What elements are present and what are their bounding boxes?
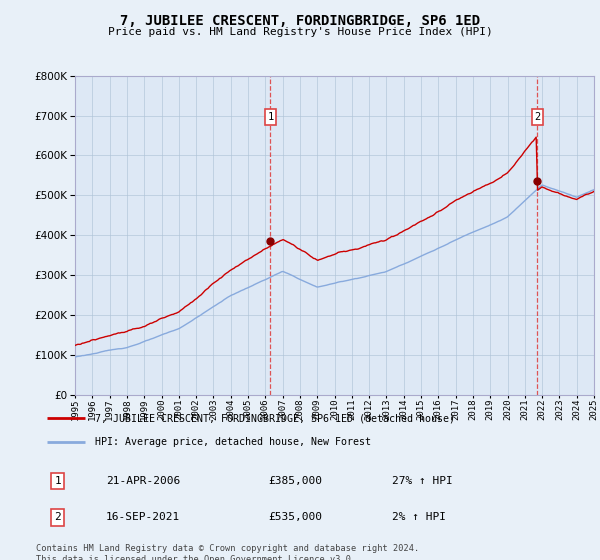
Text: Price paid vs. HM Land Registry's House Price Index (HPI): Price paid vs. HM Land Registry's House …: [107, 27, 493, 37]
Text: 16-SEP-2021: 16-SEP-2021: [106, 512, 181, 522]
Text: £535,000: £535,000: [268, 512, 322, 522]
Text: 2: 2: [534, 112, 541, 122]
Text: 7, JUBILEE CRESCENT, FORDINGBRIDGE, SP6 1ED: 7, JUBILEE CRESCENT, FORDINGBRIDGE, SP6 …: [120, 14, 480, 28]
Text: 1: 1: [54, 476, 61, 486]
Text: 21-APR-2006: 21-APR-2006: [106, 476, 181, 486]
Text: HPI: Average price, detached house, New Forest: HPI: Average price, detached house, New …: [95, 436, 371, 446]
Text: 1: 1: [268, 112, 274, 122]
Text: 7, JUBILEE CRESCENT, FORDINGBRIDGE, SP6 1ED (detached house): 7, JUBILEE CRESCENT, FORDINGBRIDGE, SP6 …: [95, 413, 455, 423]
Text: 2: 2: [54, 512, 61, 522]
Text: 2% ↑ HPI: 2% ↑ HPI: [392, 512, 446, 522]
Text: £385,000: £385,000: [268, 476, 322, 486]
Text: Contains HM Land Registry data © Crown copyright and database right 2024.
This d: Contains HM Land Registry data © Crown c…: [36, 544, 419, 560]
Text: 27% ↑ HPI: 27% ↑ HPI: [392, 476, 453, 486]
